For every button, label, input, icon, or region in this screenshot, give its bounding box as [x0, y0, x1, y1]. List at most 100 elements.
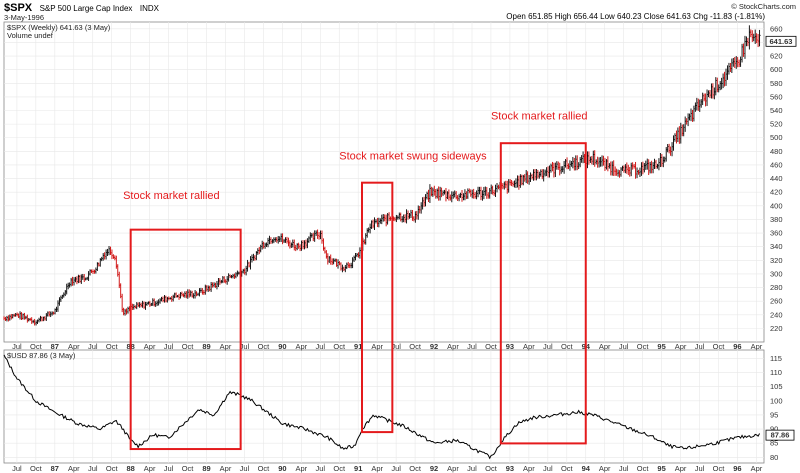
x-tick-label-bottom: 88	[126, 464, 134, 473]
usd-legend: $USD 87.86 (3 May)	[7, 351, 76, 360]
x-tick-label-bottom: Apr	[447, 464, 459, 473]
x-tick-label-bottom: Oct	[333, 464, 346, 473]
price-tick-label: 500	[770, 133, 783, 142]
x-tick-label-bottom: Oct	[182, 464, 195, 473]
x-tick-label-top: Apr	[144, 342, 156, 351]
last-price-label: 641.63	[770, 37, 793, 46]
usd-tick-label: 85	[770, 439, 778, 448]
usd-tick-label: 80	[770, 453, 778, 462]
price-tick-label: 300	[770, 269, 783, 278]
header-line-1: $SPX S&P 500 Large Cap Index INDX	[4, 0, 160, 15]
annotation-label: Stock market swung sideways	[339, 151, 487, 163]
price-tick-label: 540	[770, 106, 783, 115]
x-tick-label-bottom: Oct	[409, 464, 422, 473]
price-tick-label: 660	[770, 24, 783, 33]
price-series	[3, 25, 761, 326]
x-tick-label-top: Jul	[543, 342, 553, 351]
x-tick-label-top: 87	[51, 342, 59, 351]
x-tick-label-top: 95	[657, 342, 665, 351]
x-tick-label-bottom: Apr	[599, 464, 611, 473]
usd-tick-label: 115	[770, 354, 782, 363]
x-tick-label-top: Oct	[106, 342, 119, 351]
x-tick-label-top: Oct	[182, 342, 195, 351]
x-tick-label-bottom: 93	[506, 464, 514, 473]
x-tick-label-top: Jul	[12, 342, 22, 351]
header-date: 3-May-1996	[4, 13, 44, 22]
annotations: Stock market rallied Stock market swung s…	[123, 110, 587, 202]
last-usd-label: 87.86	[771, 431, 790, 440]
x-tick-label-top: Jul	[315, 342, 325, 351]
x-tick-label-bottom: Jul	[12, 464, 22, 473]
price-tick-label: 400	[770, 201, 783, 210]
x-tick-label-top: Apr	[295, 342, 307, 351]
price-tick-label: 360	[770, 229, 783, 238]
usd-tick-label: 100	[770, 396, 783, 405]
x-tick-label-bottom: Apr	[220, 464, 232, 473]
index-name: S&P 500 Large Cap Index	[40, 4, 133, 13]
x-tick-label-bottom: Jul	[695, 464, 705, 473]
usd-tick-label: 90	[770, 425, 778, 434]
usd-tick-label: 110	[770, 368, 782, 377]
price-tick-label: 480	[770, 147, 783, 156]
x-tick-label-top: Jul	[164, 342, 174, 351]
highlight-boxes	[129, 142, 587, 451]
price-tick-label: 280	[770, 283, 783, 292]
x-tick-label-bottom: Jul	[391, 464, 401, 473]
price-tick-label: 220	[770, 324, 783, 333]
x-tick-label-top: 89	[202, 342, 210, 351]
exchange: INDX	[140, 4, 160, 13]
x-tick-label-bottom: 94	[582, 464, 591, 473]
x-tick-label-bottom: 95	[657, 464, 665, 473]
price-tick-label: 320	[770, 256, 783, 265]
x-tick-label-top: Jul	[240, 342, 250, 351]
x-tick-label-top: Apr	[447, 342, 459, 351]
symbol: $SPX	[4, 2, 33, 14]
x-tick-label-top: Apr	[220, 342, 232, 351]
price-tick-label: 560	[770, 92, 783, 101]
x-tick-label-top: Jul	[391, 342, 401, 351]
x-tick-label-top: Apr	[523, 342, 535, 351]
volume-legend: Volume undef	[7, 31, 54, 40]
x-tick-label-top: 92	[430, 342, 438, 351]
x-tick-label-bottom: Oct	[713, 464, 726, 473]
price-tick-label: 440	[770, 174, 783, 183]
x-tick-label-top: Apr	[599, 342, 611, 351]
x-tick-label-bottom: 96	[733, 464, 741, 473]
x-tick-label-top: 90	[278, 342, 286, 351]
usd-y-axis: 80 85 90 95 100 105 110 115	[770, 354, 783, 462]
x-tick-label-top: Jul	[695, 342, 705, 351]
highlight-box	[499, 142, 587, 445]
x-tick-label-bottom: Jul	[543, 464, 553, 473]
x-tick-label-bottom: Oct	[258, 464, 271, 473]
x-tick-label-bottom: Jul	[164, 464, 174, 473]
x-axis-usd: Jul Oct 87 Apr Jul Oct 88 Apr Jul Oct 89 Apr Jul Oct 9…	[12, 464, 763, 473]
x-tick-label-bottom: Apr	[68, 464, 80, 473]
x-tick-label-top: Oct	[637, 342, 650, 351]
usd-tick-label: 95	[770, 410, 778, 419]
price-tick-label: 580	[770, 79, 783, 88]
last-usd-tag: 87.86	[765, 429, 795, 441]
usd-tick-label: 105	[770, 382, 783, 391]
highlight-box	[361, 181, 394, 434]
price-tick-label: 620	[770, 52, 783, 61]
last-price-tag: 641.63	[765, 35, 797, 47]
x-tick-label-bottom: Oct	[485, 464, 498, 473]
x-tick-label-bottom: Jul	[88, 464, 98, 473]
annotation-label: Stock market rallied	[491, 110, 588, 122]
x-tick-label-top: Apr	[371, 342, 383, 351]
x-tick-label-top: Oct	[333, 342, 346, 351]
price-tick-label: 260	[770, 297, 783, 306]
x-tick-label-bottom: Apr	[751, 464, 763, 473]
x-tick-label-bottom: Jul	[467, 464, 477, 473]
x-tick-label-bottom: 91	[354, 464, 362, 473]
x-tick-label-top: Oct	[409, 342, 422, 351]
x-tick-label-bottom: 87	[51, 464, 59, 473]
x-tick-label-bottom: Apr	[523, 464, 535, 473]
price-legend: $SPX (Weekly) 641.63 (3 May)	[7, 23, 111, 32]
price-tick-label: 380	[770, 215, 783, 224]
x-tick-label-bottom: Oct	[106, 464, 119, 473]
x-tick-label-bottom: Jul	[240, 464, 250, 473]
x-tick-label-top: Oct	[258, 342, 271, 351]
x-tick-label-top: Apr	[751, 342, 763, 351]
